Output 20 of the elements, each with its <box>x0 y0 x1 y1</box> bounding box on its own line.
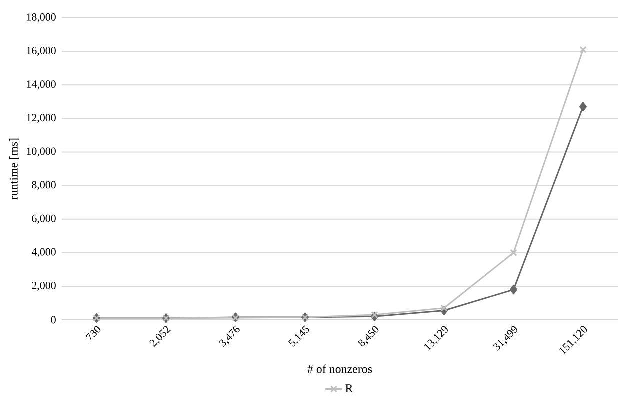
y-tick-label: 2,000 <box>32 282 56 291</box>
y-tick-label: 0 <box>51 316 56 324</box>
y-tick-label: 8,000 <box>32 181 56 190</box>
y-tick-label: 16,000 <box>27 47 56 56</box>
y-tick-label: 4,000 <box>32 248 56 258</box>
y-tick-label: 6,000 <box>32 214 56 224</box>
y-tick-label: 18,000 <box>27 14 56 22</box>
y-axis-title: runtime [ms] <box>9 138 20 200</box>
point <box>440 304 448 312</box>
point <box>580 102 587 112</box>
x-axis-title: # of nonzeros <box>308 364 372 374</box>
y-tick-label: 12,000 <box>27 114 56 124</box>
legend-label: R <box>346 384 354 392</box>
y-tick-label: 10,000 <box>27 148 56 157</box>
x-tick-label: 730 <box>86 326 101 341</box>
point <box>510 285 518 295</box>
point <box>510 249 518 256</box>
point <box>371 311 378 319</box>
point <box>580 46 587 54</box>
y-tick-label: 14,000 <box>27 80 56 90</box>
